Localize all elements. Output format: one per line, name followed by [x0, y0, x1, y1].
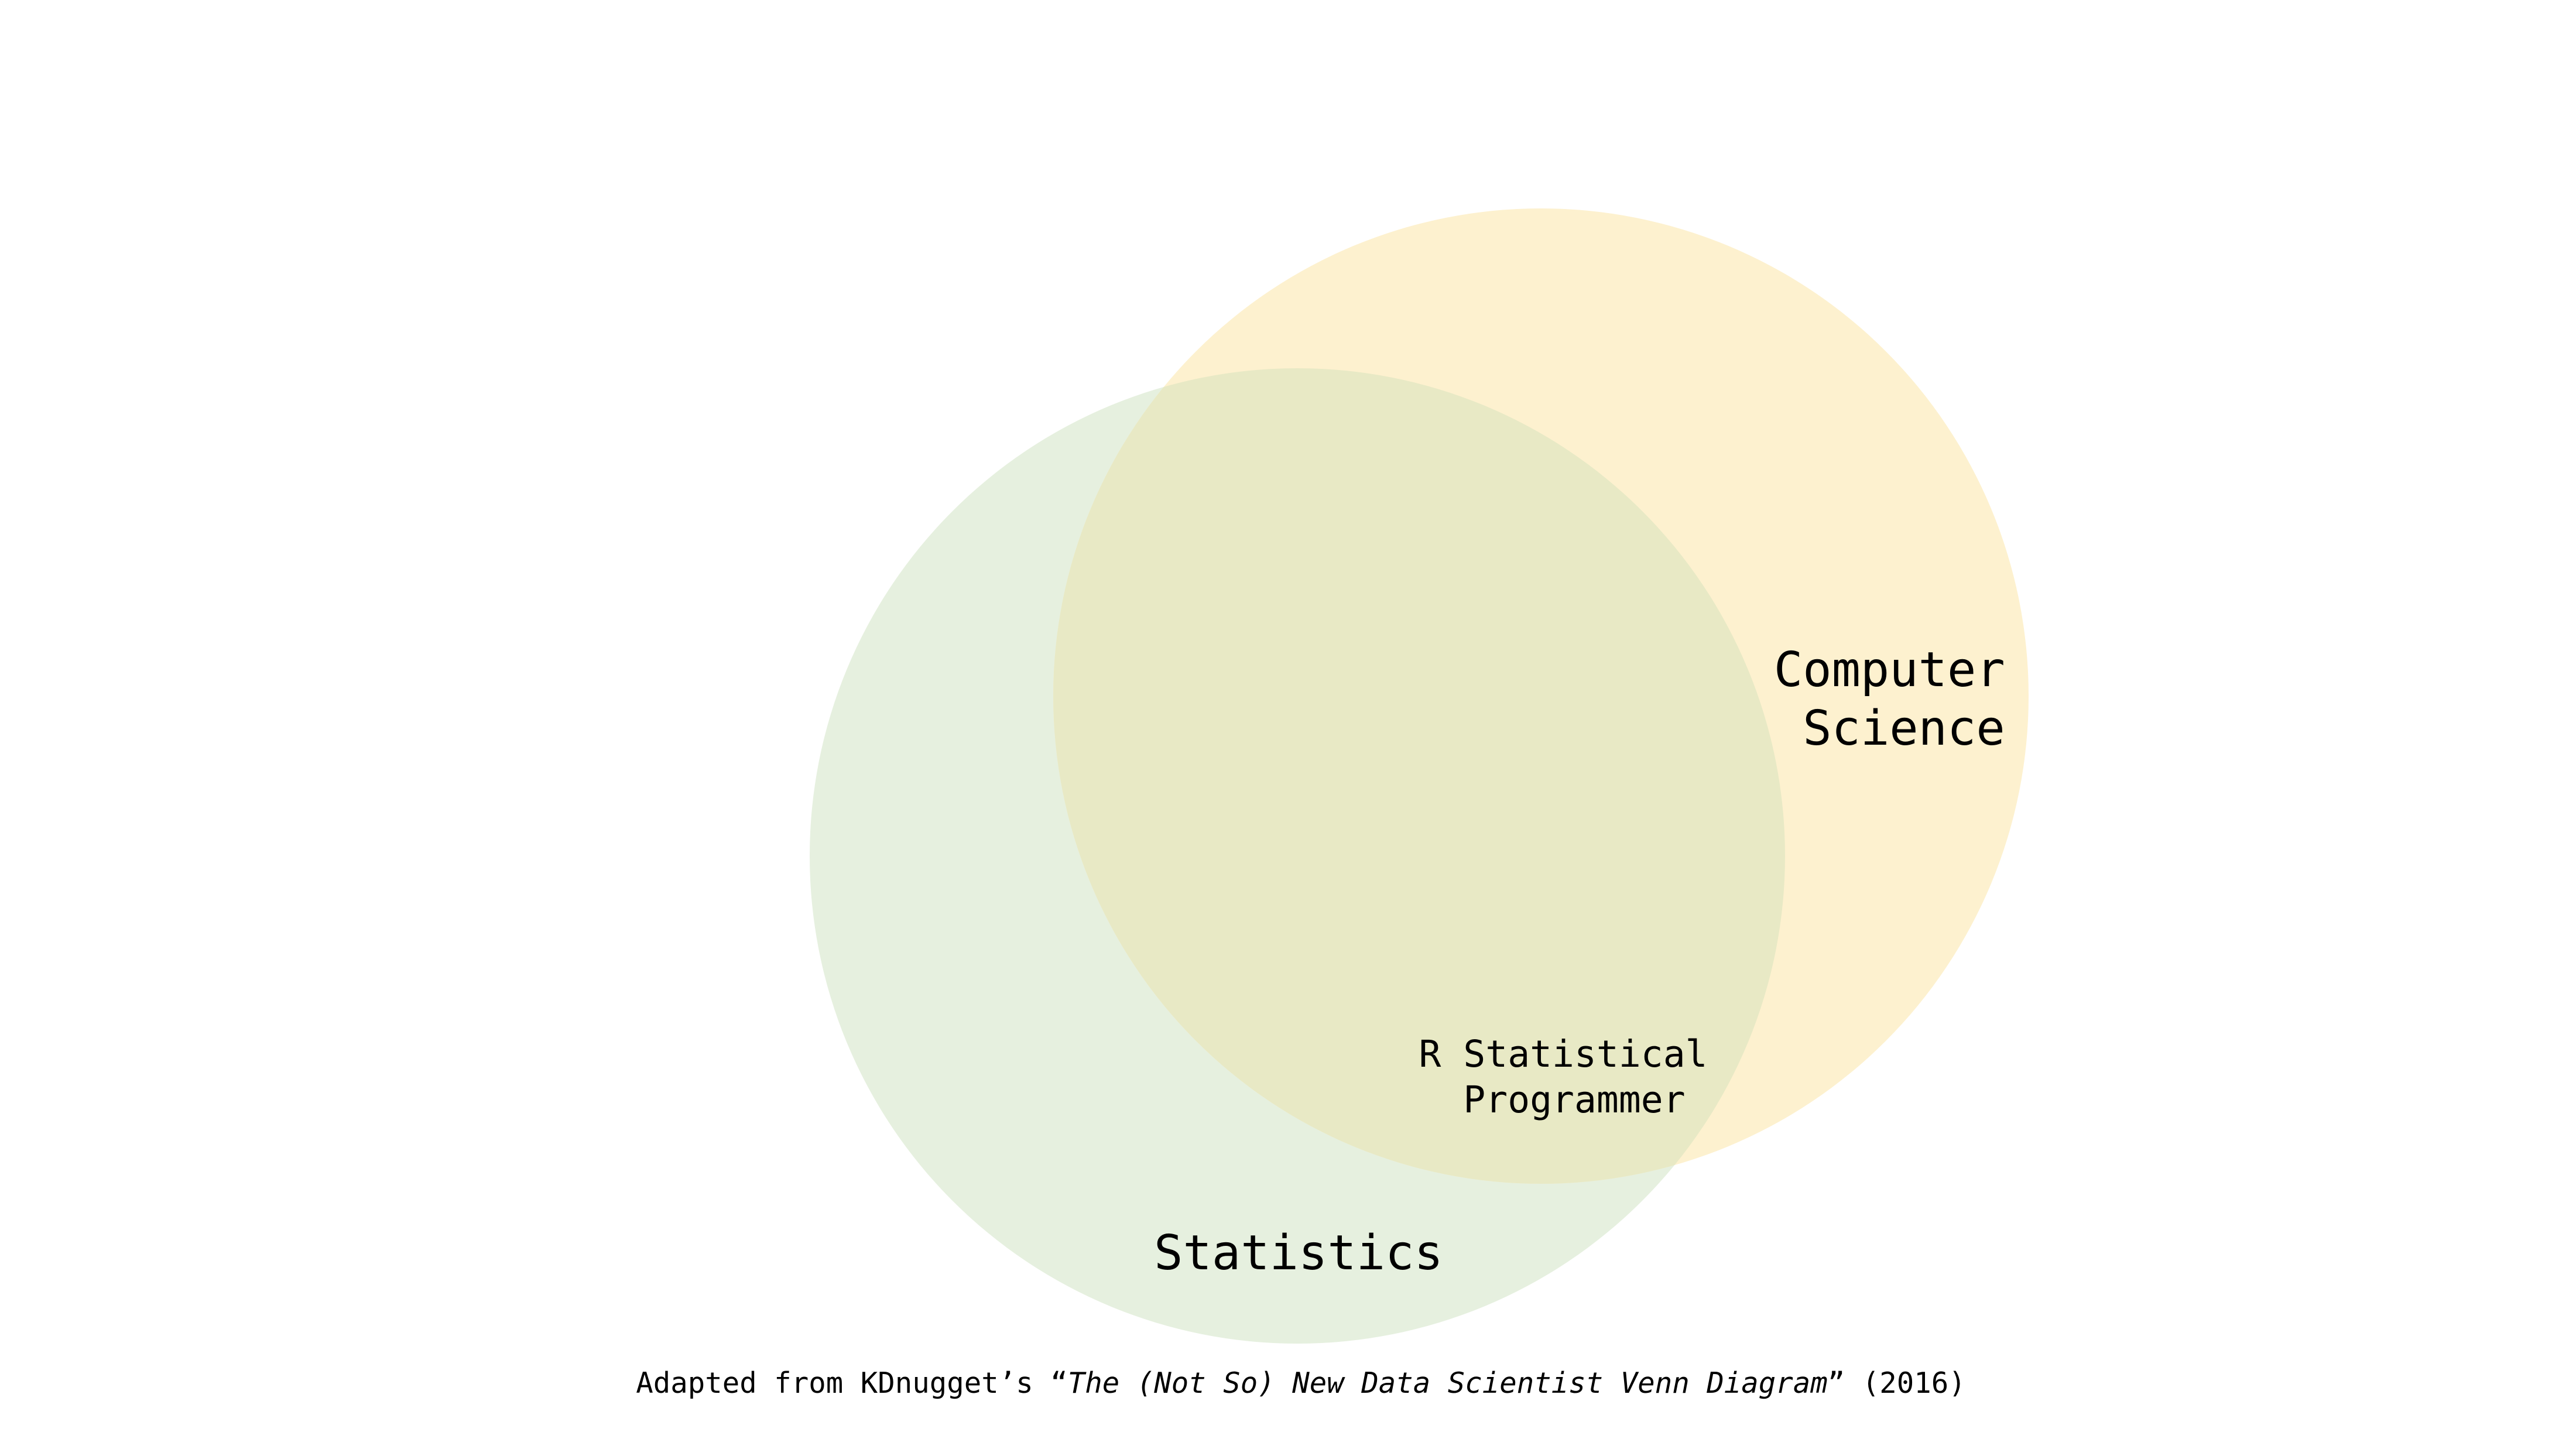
statistics-label-line-1: Statistics — [1154, 1225, 1443, 1281]
intersection-label: R Statistical Programmer — [1419, 1033, 1729, 1121]
source-caption: Adapted from KDnugget’s “The (Not So) Ne… — [636, 1366, 1966, 1400]
intersection-label-line-2: Programmer — [1463, 1078, 1685, 1121]
computer-science-label: Computer Science — [1774, 642, 2034, 756]
statistics-label: Statistics — [1154, 1225, 1443, 1281]
caption-prefix: Adapted from KDnugget’s “ — [636, 1366, 1068, 1400]
computer-science-label-line-1: Computer — [1774, 642, 2005, 698]
caption-title: The (Not So) New Data Scientist Venn Dia… — [1068, 1366, 1828, 1400]
intersection-label-line-1: R Statistical — [1419, 1033, 1707, 1075]
computer-science-label-line-2: Science — [1803, 701, 2005, 756]
caption-suffix: ” (2016) — [1828, 1366, 1966, 1400]
